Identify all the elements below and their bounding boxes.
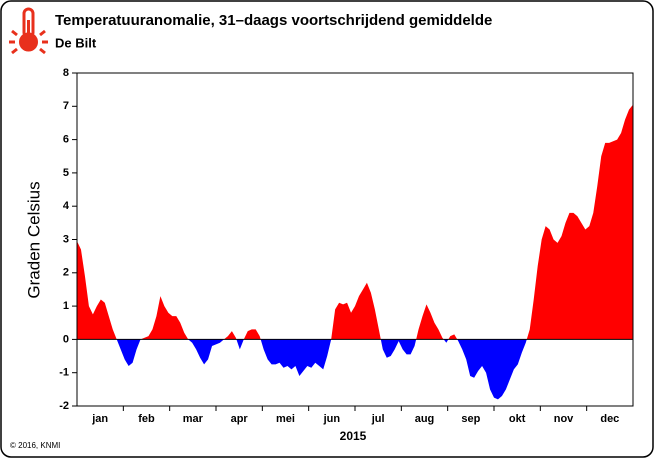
x-tick-label: feb xyxy=(138,413,155,425)
x-tick-label: okt xyxy=(509,413,526,425)
y-tick-label: 8 xyxy=(63,67,69,79)
area-above xyxy=(77,104,633,340)
y-tick-label: 2 xyxy=(63,267,69,279)
x-tick-label: dec xyxy=(600,413,619,425)
y-tick-label: 3 xyxy=(63,233,69,245)
x-tick-label: jan xyxy=(91,413,108,425)
y-tick-label: -1 xyxy=(59,367,69,379)
thermometer-icon xyxy=(9,7,48,55)
chart-title: Temperatuuranomalie, 31–daags voortschri… xyxy=(55,12,492,29)
chart-subtitle: De Bilt xyxy=(55,35,97,50)
x-tick-label: aug xyxy=(415,413,435,425)
x-tick-label: mar xyxy=(183,413,204,425)
y-tick-label: 5 xyxy=(63,167,69,179)
x-tick-label: jul xyxy=(371,413,385,425)
x-tick-label: nov xyxy=(554,413,574,425)
footer: © 2016, KNMI xyxy=(10,441,60,450)
y-axis-label: Graden Celsius xyxy=(24,181,43,298)
x-tick-label: mei xyxy=(276,413,295,425)
x-tick-label: apr xyxy=(231,413,249,425)
x-tick-label: sep xyxy=(461,413,480,425)
x-axis-label: 2015 xyxy=(340,429,367,443)
y-tick-label: 1 xyxy=(63,300,69,312)
y-tick-label: 7 xyxy=(63,100,69,112)
y-tick-label: 6 xyxy=(63,134,69,146)
y-tick-label: 4 xyxy=(63,200,70,212)
x-tick-label: jun xyxy=(323,413,341,425)
area-below xyxy=(77,339,633,400)
y-tick-label: -2 xyxy=(59,400,69,412)
y-tick-label: 0 xyxy=(63,333,69,345)
